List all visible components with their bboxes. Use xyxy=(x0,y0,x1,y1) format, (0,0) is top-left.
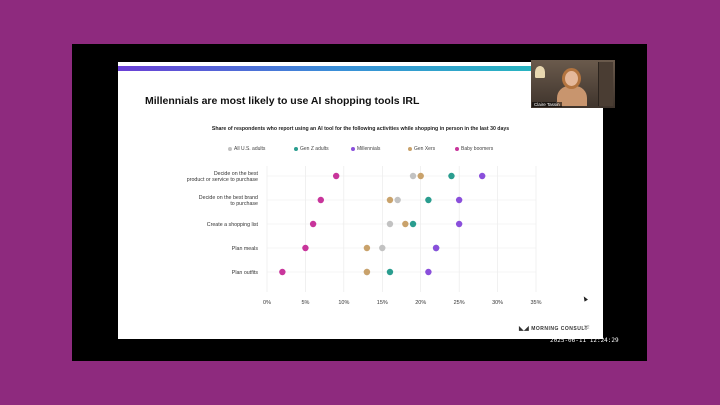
data-point xyxy=(425,268,432,276)
chart-title: Share of respondents who report using an… xyxy=(211,126,510,132)
category-label: Decide on the best product or service to … xyxy=(187,171,259,183)
legend-item: Millennials xyxy=(351,146,380,152)
footer-brand-text: MORNING CONSULT xyxy=(531,325,589,332)
data-point xyxy=(417,172,424,180)
data-point xyxy=(394,196,401,204)
x-tick-label: 35% xyxy=(530,300,541,306)
category-label: Plan meals xyxy=(232,246,259,252)
category-label: Plan outfits xyxy=(232,270,259,276)
data-point xyxy=(363,244,371,252)
data-point xyxy=(448,172,455,180)
data-point xyxy=(363,268,371,276)
data-point xyxy=(409,172,417,180)
participant-head xyxy=(565,71,578,86)
data-point xyxy=(386,196,394,204)
data-point xyxy=(425,196,432,204)
legend-label: Baby boomers xyxy=(461,146,494,152)
x-tick-label: 30% xyxy=(492,300,503,306)
data-point xyxy=(309,220,317,228)
legend-label: All U.S. adults xyxy=(234,146,266,152)
data-point xyxy=(279,268,286,276)
participant-name: Claire Tassin xyxy=(532,102,562,107)
data-point xyxy=(317,196,324,204)
data-point xyxy=(479,172,486,180)
x-tick-label: 20% xyxy=(415,300,426,306)
data-point xyxy=(332,172,340,180)
legend-label: Millennials xyxy=(357,146,381,152)
x-tick-label: 10% xyxy=(338,300,349,306)
chart-legend: All U.S. adults Gen Z adults Millennials Ge… xyxy=(228,146,528,154)
participant-video-tile[interactable]: Claire Tassin xyxy=(531,60,615,108)
category-label: Create a shopping list xyxy=(207,222,259,228)
data-point xyxy=(302,244,309,252)
recording-timestamp: 2025-06-11 12:24:29 xyxy=(550,337,619,344)
x-tick-label: 25% xyxy=(454,300,465,306)
category-label: Decide on the best brand to purchase xyxy=(199,195,258,207)
legend-item: Gen Z adults xyxy=(294,146,329,152)
morning-consult-logo-icon: ◣◢ xyxy=(519,326,530,332)
x-tick-label: 0% xyxy=(263,300,271,306)
data-point xyxy=(455,220,463,228)
legend-dot xyxy=(455,147,459,151)
data-point xyxy=(386,268,394,276)
data-point xyxy=(455,196,463,204)
data-point xyxy=(402,220,409,228)
video-lamp xyxy=(535,66,545,78)
dot-plot-chart: 0% 5% 10% 15% 20% 25% 30% 35% Decide on the best… xyxy=(187,166,542,306)
legend-item: All U.S. adults xyxy=(228,146,265,152)
legend-item: Gen Xers xyxy=(408,146,435,152)
legend-dot xyxy=(228,147,232,151)
x-tick-label: 5% xyxy=(301,300,309,306)
footer-brand: ◣◢ MORNING CONSULT xyxy=(519,325,589,333)
slide-title: Millennials are most likely to use AI sh… xyxy=(145,95,420,107)
x-tick-label: 15% xyxy=(377,300,388,306)
participant-body xyxy=(557,86,587,106)
legend-item: Baby boomers xyxy=(455,146,493,152)
data-point xyxy=(386,220,394,228)
legend-label: Gen Xers xyxy=(414,146,436,152)
data-point xyxy=(379,244,386,252)
legend-dot xyxy=(408,147,412,151)
slide-page-number: 22 xyxy=(584,325,590,331)
data-point xyxy=(409,220,417,228)
legend-dot xyxy=(351,147,355,151)
data-point xyxy=(432,244,440,252)
legend-dot xyxy=(294,147,298,151)
legend-label: Gen Z adults xyxy=(300,146,329,152)
video-shelf xyxy=(598,62,613,106)
slide-accent-bar xyxy=(118,66,603,71)
presentation-slide: Millennials are most likely to use AI sh… xyxy=(118,62,603,339)
